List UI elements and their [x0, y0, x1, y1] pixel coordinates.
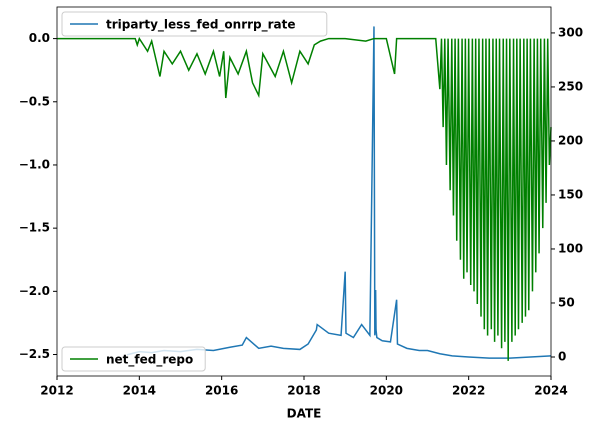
y2-tick-label: 50	[558, 295, 575, 309]
y2-tick-label: 300	[558, 25, 583, 39]
x-tick-label: 2022	[452, 384, 485, 398]
x-axis-label: DATE	[287, 407, 322, 421]
x-tick-label: 2018	[287, 384, 320, 398]
legend: net_fed_repo	[61, 346, 206, 372]
y-tick-label: −1.0	[19, 157, 50, 171]
legend-box	[61, 346, 206, 372]
legend: triparty_less_fed_onrrp_rate	[61, 11, 328, 37]
y-tick-label: −0.5	[19, 94, 50, 108]
x-tick-label: 2024	[534, 384, 567, 398]
x-tick-label: 2014	[123, 384, 156, 398]
y-tick-label: −2.0	[19, 284, 50, 298]
y2-tick-label: 200	[558, 133, 583, 147]
x-tick-label: 2020	[370, 384, 403, 398]
legend-label: triparty_less_fed_onrrp_rate	[106, 18, 296, 33]
data-line	[57, 36, 552, 361]
y-tick-label: −2.5	[19, 347, 50, 361]
legend-label: net_fed_repo	[106, 353, 193, 368]
y-tick-label: −1.5	[19, 221, 50, 235]
x-tick-label: 2016	[205, 384, 238, 398]
data-line	[126, 26, 552, 359]
y2-tick-label: 250	[558, 79, 583, 93]
y2-tick-label: 100	[558, 241, 583, 255]
x-tick-label: 2012	[40, 384, 73, 398]
legend-box	[61, 11, 328, 37]
y-tick-label: 0.0	[29, 31, 50, 45]
y2-tick-label: 150	[558, 187, 583, 201]
y2-tick-label: 0	[558, 349, 566, 363]
